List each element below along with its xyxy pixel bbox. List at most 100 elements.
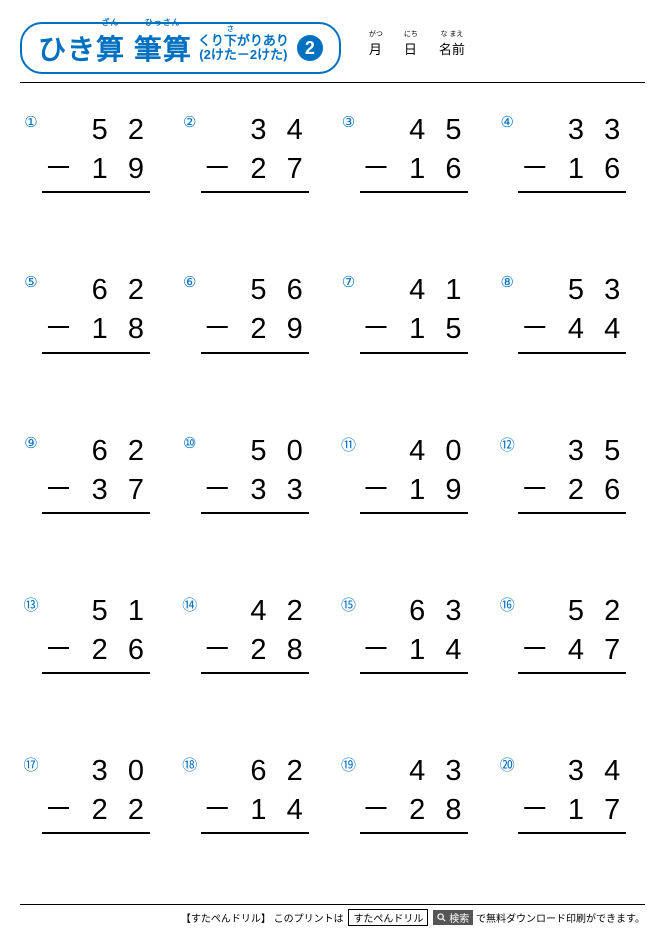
subtrahend-row: －2 6 [42, 631, 150, 670]
search-label: 検索 [449, 910, 469, 925]
minus-sign: － [44, 310, 79, 349]
minuend: 4 2 [201, 592, 309, 631]
subtrahend-row: －1 7 [518, 791, 626, 830]
subtrahend: 1 8 [92, 310, 150, 349]
problem-number: ③ [338, 113, 360, 131]
calculation: 6 2－ 3 7 [42, 432, 150, 514]
calculation: 4 0－1 9 [360, 432, 468, 514]
subtrahend-row: － 1 8 [42, 310, 150, 349]
subtrahend-row: －3 3 [201, 471, 309, 510]
minuend: 6 2 [42, 432, 150, 471]
minus-sign: － [203, 791, 238, 830]
footer: 【すたぺんドリル】 このプリントは すたぺんドリル 検索 で無料ダウンロード印刷… [20, 904, 645, 926]
subtrahend-row: －4 7 [518, 631, 626, 670]
minus-sign: － [520, 471, 555, 510]
problem: ⑩5 0－3 3 [179, 432, 328, 514]
subtrahend: 1 4 [409, 631, 467, 670]
minuend: 4 1 [360, 271, 468, 310]
calculation: 5 6－2 9 [201, 271, 309, 353]
header-rule [20, 82, 645, 83]
calculation: 3 0－2 2 [42, 752, 150, 834]
calculation: 6 2－ 1 8 [42, 271, 150, 353]
answer-rule [201, 832, 309, 834]
answer-rule [42, 352, 150, 354]
footer-search-term: すたぺんドリル [348, 909, 428, 926]
problem: ⑰3 0－2 2 [20, 752, 169, 834]
subtrahend: 4 4 [568, 310, 626, 349]
problem: ①5 2－1 9 [20, 111, 169, 193]
problem-number: ⑳ [496, 754, 518, 775]
problem-number: ⑬ [20, 594, 42, 615]
calculation: 3 5－2 6 [518, 432, 626, 514]
problem: ⑯5 2－4 7 [496, 592, 645, 674]
subtrahend: 3 7 [92, 471, 150, 510]
problem-number: ⑱ [179, 754, 201, 775]
calculation: 3 4－1 7 [518, 752, 626, 834]
calculation: 5 2－1 9 [42, 111, 150, 193]
problem-number: ⑫ [496, 434, 518, 455]
problem-number: ⑰ [20, 754, 42, 775]
minuend: 3 5 [518, 432, 626, 471]
minuend: 5 1 [42, 592, 150, 631]
title-main: ひきざん算 ひっさん筆算 [38, 28, 192, 68]
problem: ⑧5 3－4 4 [496, 271, 645, 353]
calculation: 4 3－2 8 [360, 752, 468, 834]
problem: ⑨6 2－3 7 [20, 432, 169, 514]
answer-rule [360, 352, 468, 354]
subtrahend: 1 6 [409, 150, 467, 189]
minus-sign: － [203, 150, 238, 189]
minuend: 6 3 [360, 592, 468, 631]
minus-sign: － [362, 310, 397, 349]
calculation: 5 2－4 7 [518, 592, 626, 674]
problem-number: ⑩ [179, 434, 201, 452]
subtrahend-row: －1 6 [518, 150, 626, 189]
problem-number: ⑧ [496, 273, 518, 291]
subtrahend-row: －1 6 [360, 150, 468, 189]
problem-number: ⑭ [179, 594, 201, 615]
problem: ⑱6 2－1 4 [179, 752, 328, 834]
title-subtitle: くりさ下がりあり (2けた－2けた) [198, 34, 289, 61]
problem: ③4 5－1 6 [338, 111, 487, 193]
subtrahend-row: － 3 7 [42, 471, 150, 510]
answer-rule [518, 352, 626, 354]
problem: ⑮6 3－ 1 4 [338, 592, 487, 674]
subtrahend: 2 8 [250, 631, 308, 670]
subtrahend-row: － 2 8 [360, 791, 468, 830]
name-label: な まえ名前 [439, 39, 465, 58]
sub-kanji: 下 [224, 33, 237, 48]
subtrahend: 1 9 [409, 471, 467, 510]
calculation: 3 4－ 2 7 [201, 111, 309, 193]
title-kanji: 算 [96, 34, 125, 65]
calculation: 4 2－2 8 [201, 592, 309, 674]
calculation: 4 1－ 1 5 [360, 271, 468, 353]
subtrahend: 2 8 [409, 791, 467, 830]
minuend: 6 2 [42, 271, 150, 310]
problem-number: ⑪ [338, 434, 360, 455]
problem-number: ② [179, 113, 201, 131]
minus-sign: － [44, 150, 79, 189]
footer-text: で無料ダウンロード印刷ができます。 [476, 914, 645, 925]
month-label: がつ月 [369, 39, 382, 58]
minuend: 3 4 [201, 111, 309, 150]
problem-number: ⑮ [338, 594, 360, 615]
subtrahend: 2 6 [92, 631, 150, 670]
title-frame: ひきざん算 ひっさん筆算 くりさ下がりあり (2けた－2けた) 2 [20, 22, 341, 74]
problem: ⑤6 2－1 8 [20, 271, 169, 353]
subtrahend: 1 5 [409, 310, 467, 349]
minus-sign: － [520, 310, 555, 349]
answer-rule [201, 191, 309, 193]
minus-sign: － [44, 471, 79, 510]
calculation: 4 5－1 6 [360, 111, 468, 193]
minus-sign: － [44, 791, 79, 830]
sub-ruby: さ [224, 26, 237, 33]
title-ruby: ひっさん [134, 17, 192, 28]
worksheet-number-badge: 2 [297, 35, 323, 61]
minus-sign: － [362, 791, 397, 830]
minus-sign: － [362, 631, 397, 670]
search-icon: 検索 [433, 910, 473, 925]
subtrahend: 2 7 [250, 150, 308, 189]
problem-number: ① [20, 113, 42, 131]
subtrahend-row: －1 4 [201, 791, 309, 830]
subtrahend-row: －1 9 [360, 471, 468, 510]
subtrahend-row: － 1 4 [360, 631, 468, 670]
